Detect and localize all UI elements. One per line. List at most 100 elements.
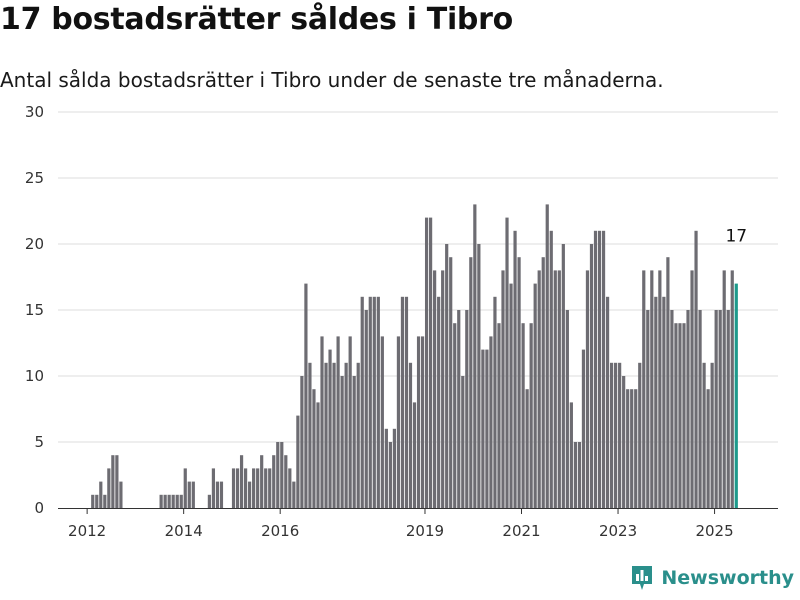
bar [722, 270, 726, 508]
bar [585, 270, 590, 508]
bar [320, 336, 324, 508]
bar [581, 349, 586, 508]
bar [593, 230, 598, 509]
y-tick-label: 10 [25, 367, 44, 385]
y-tick-label: 0 [34, 499, 44, 517]
bar [609, 362, 614, 508]
bar [634, 389, 638, 508]
bar [171, 494, 175, 508]
y-tick-label: 25 [25, 169, 44, 187]
bar [239, 455, 244, 508]
bar [107, 468, 111, 508]
bar [734, 283, 738, 508]
bar [469, 257, 473, 508]
bar [340, 376, 344, 508]
y-tick-label: 20 [25, 235, 44, 253]
bar [368, 296, 372, 508]
bar [698, 310, 702, 508]
bar [376, 296, 380, 508]
bar [316, 402, 320, 508]
bar [344, 362, 348, 508]
bar [429, 217, 433, 508]
bar [497, 323, 501, 508]
bar [167, 494, 171, 508]
bar [276, 442, 280, 508]
last-value-label: 17 [725, 227, 747, 247]
bar [505, 217, 509, 508]
bar [601, 230, 606, 509]
bar [396, 336, 401, 508]
bar [597, 230, 602, 509]
bar [248, 481, 252, 508]
bar [666, 257, 670, 508]
bar [219, 481, 224, 508]
bar [103, 494, 107, 508]
bar [243, 468, 248, 508]
bar [710, 362, 714, 508]
x-tick-label: 2016 [261, 522, 299, 540]
bar [328, 349, 332, 508]
bar [481, 349, 485, 508]
bar [300, 376, 304, 508]
bar [457, 310, 461, 508]
bar [372, 296, 376, 508]
newsworthy-logo: Newsworthy [630, 564, 794, 592]
bar [529, 323, 533, 508]
bar [622, 376, 626, 508]
x-tick-label: 2014 [165, 522, 203, 540]
bar [445, 244, 449, 508]
bar [420, 336, 425, 508]
bar [272, 455, 276, 508]
bar [730, 270, 734, 508]
bar [489, 336, 493, 508]
bar [541, 257, 545, 508]
bar [433, 270, 437, 508]
bar [646, 310, 650, 508]
bar [308, 362, 312, 508]
bar [392, 428, 396, 508]
bar [569, 402, 573, 508]
bar [388, 442, 392, 508]
brand-name: Newsworthy [661, 567, 794, 589]
newsworthy-logo-icon [632, 566, 653, 590]
bar [360, 296, 364, 508]
bar [477, 244, 481, 508]
bar [545, 204, 549, 508]
bar [256, 468, 260, 508]
bar [678, 323, 682, 508]
bar [292, 481, 296, 508]
bar [670, 310, 674, 508]
bar [686, 310, 690, 508]
bar [557, 270, 561, 508]
bar [706, 389, 710, 508]
bar [501, 270, 505, 508]
bar [159, 494, 163, 508]
bar [91, 494, 95, 508]
bar [111, 455, 115, 508]
bar [533, 283, 537, 508]
bar [674, 323, 678, 508]
bar [561, 244, 565, 508]
bar [312, 389, 316, 508]
bar [408, 362, 413, 508]
bar [690, 270, 694, 508]
bar [465, 310, 469, 508]
bar [589, 244, 594, 508]
data-labels: 17 [725, 227, 747, 247]
bar [441, 270, 445, 508]
bar [235, 468, 240, 508]
bar [549, 230, 553, 509]
bar [284, 455, 288, 508]
bar [175, 494, 179, 508]
bar [211, 468, 216, 508]
bar [630, 389, 634, 508]
bar [662, 296, 666, 508]
y-tick-label: 5 [34, 433, 44, 451]
x-tick-label: 2012 [68, 522, 106, 540]
bar [304, 283, 308, 508]
x-tick-label: 2025 [695, 522, 733, 540]
bar [252, 468, 256, 508]
bar [260, 455, 264, 508]
bar [400, 296, 405, 508]
bar [618, 362, 622, 508]
